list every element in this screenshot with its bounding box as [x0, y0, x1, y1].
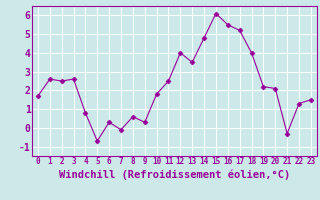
X-axis label: Windchill (Refroidissement éolien,°C): Windchill (Refroidissement éolien,°C) [59, 169, 290, 180]
